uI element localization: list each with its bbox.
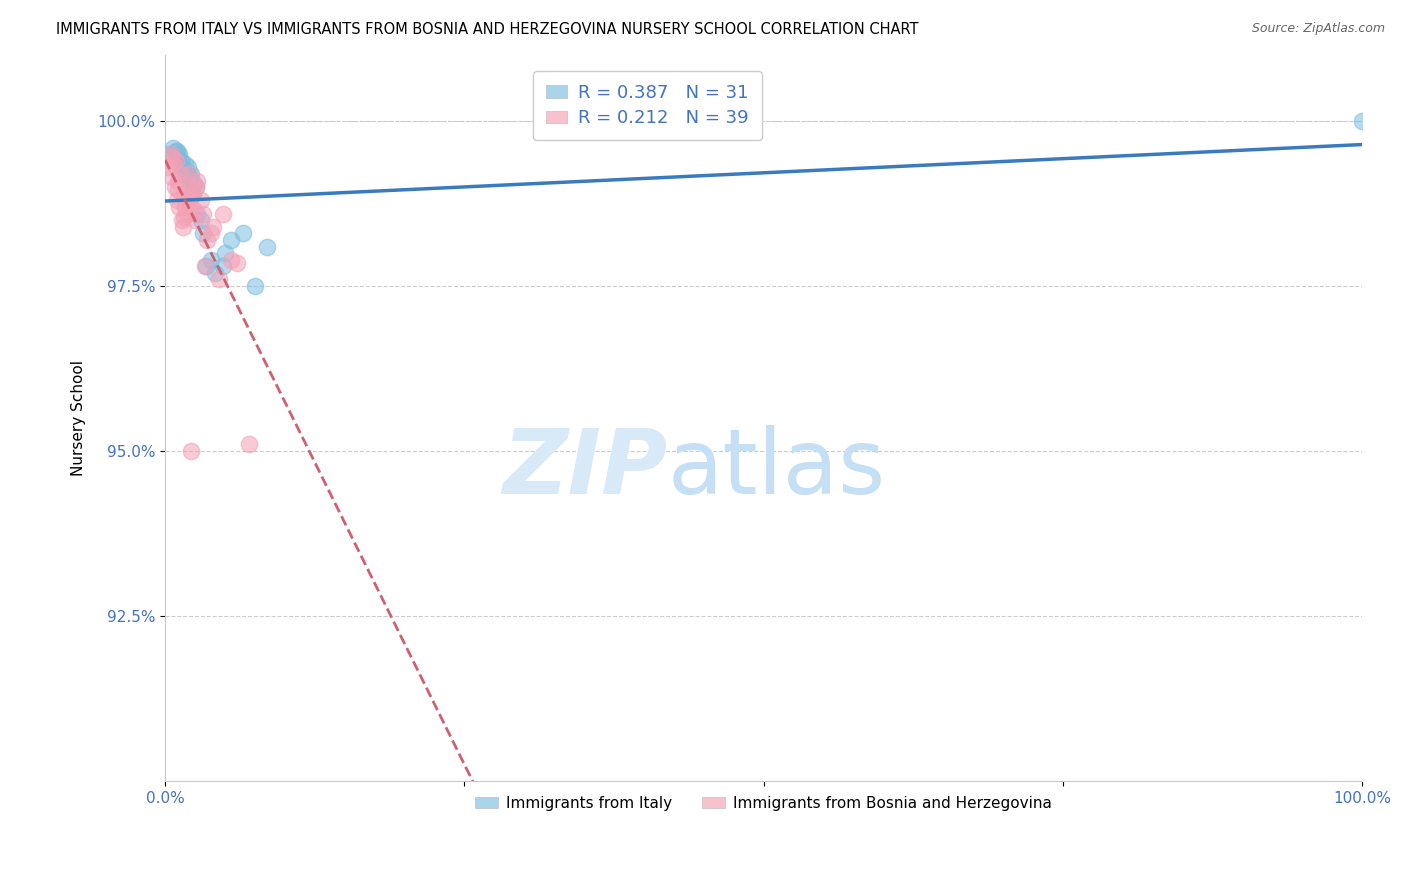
- Point: [165, 144, 187, 158]
- Point: [238, 437, 260, 451]
- Point: [160, 150, 183, 164]
- Point: [193, 260, 215, 274]
- Point: [163, 180, 186, 194]
- Point: [169, 153, 191, 168]
- Point: [208, 272, 231, 286]
- Point: [166, 183, 188, 197]
- Point: [183, 177, 205, 191]
- Point: [181, 186, 204, 201]
- Point: [174, 200, 197, 214]
- Point: [173, 210, 195, 224]
- Point: [179, 190, 201, 204]
- Point: [219, 233, 242, 247]
- Point: [1351, 114, 1374, 128]
- Point: [186, 206, 208, 220]
- Point: [195, 233, 218, 247]
- Point: [162, 170, 184, 185]
- Point: [179, 196, 201, 211]
- Point: [200, 252, 222, 267]
- Point: [183, 203, 205, 218]
- Text: IMMIGRANTS FROM ITALY VS IMMIGRANTS FROM BOSNIA AND HERZEGOVINA NURSERY SCHOOL C: IMMIGRANTS FROM ITALY VS IMMIGRANTS FROM…: [56, 22, 918, 37]
- Point: [176, 206, 198, 220]
- Point: [177, 173, 200, 187]
- Point: [177, 161, 200, 175]
- Point: [169, 147, 191, 161]
- Legend: Immigrants from Italy, Immigrants from Bosnia and Herzegovina: Immigrants from Italy, Immigrants from B…: [470, 789, 1057, 817]
- Point: [243, 279, 266, 293]
- Point: [193, 206, 215, 220]
- Point: [211, 260, 233, 274]
- Point: [219, 252, 242, 267]
- Point: [166, 194, 188, 208]
- Point: [160, 147, 183, 161]
- Point: [193, 227, 215, 241]
- Point: [162, 140, 184, 154]
- Point: [211, 206, 233, 220]
- Point: [165, 153, 187, 168]
- Point: [232, 227, 254, 241]
- Point: [179, 170, 201, 185]
- Text: ZIP: ZIP: [502, 425, 668, 513]
- Point: [167, 150, 190, 164]
- Point: [159, 147, 181, 161]
- Point: [172, 161, 194, 175]
- Point: [162, 157, 184, 171]
- Text: atlas: atlas: [668, 425, 886, 513]
- Point: [194, 260, 217, 274]
- Point: [186, 173, 208, 187]
- Point: [180, 186, 202, 201]
- Point: [172, 219, 194, 234]
- Point: [180, 167, 202, 181]
- Text: Source: ZipAtlas.com: Source: ZipAtlas.com: [1251, 22, 1385, 36]
- Point: [225, 256, 247, 270]
- Point: [173, 186, 195, 201]
- Point: [200, 227, 222, 241]
- Point: [186, 180, 208, 194]
- Point: [186, 180, 208, 194]
- Point: [204, 266, 226, 280]
- Point: [169, 200, 191, 214]
- Point: [190, 194, 212, 208]
- Point: [173, 163, 195, 178]
- Point: [180, 444, 202, 458]
- Point: [214, 246, 236, 260]
- Point: [184, 213, 207, 227]
- Point: [256, 239, 278, 253]
- Point: [167, 173, 190, 187]
- Point: [169, 167, 191, 181]
- Point: [190, 213, 212, 227]
- Point: [176, 167, 198, 181]
- Point: [201, 219, 224, 234]
- Point: [181, 180, 204, 194]
- Point: [170, 213, 193, 227]
- Point: [157, 161, 180, 175]
- Point: [177, 167, 200, 181]
- Y-axis label: Nursery School: Nursery School: [72, 360, 86, 476]
- Point: [174, 157, 197, 171]
- Point: [166, 144, 188, 158]
